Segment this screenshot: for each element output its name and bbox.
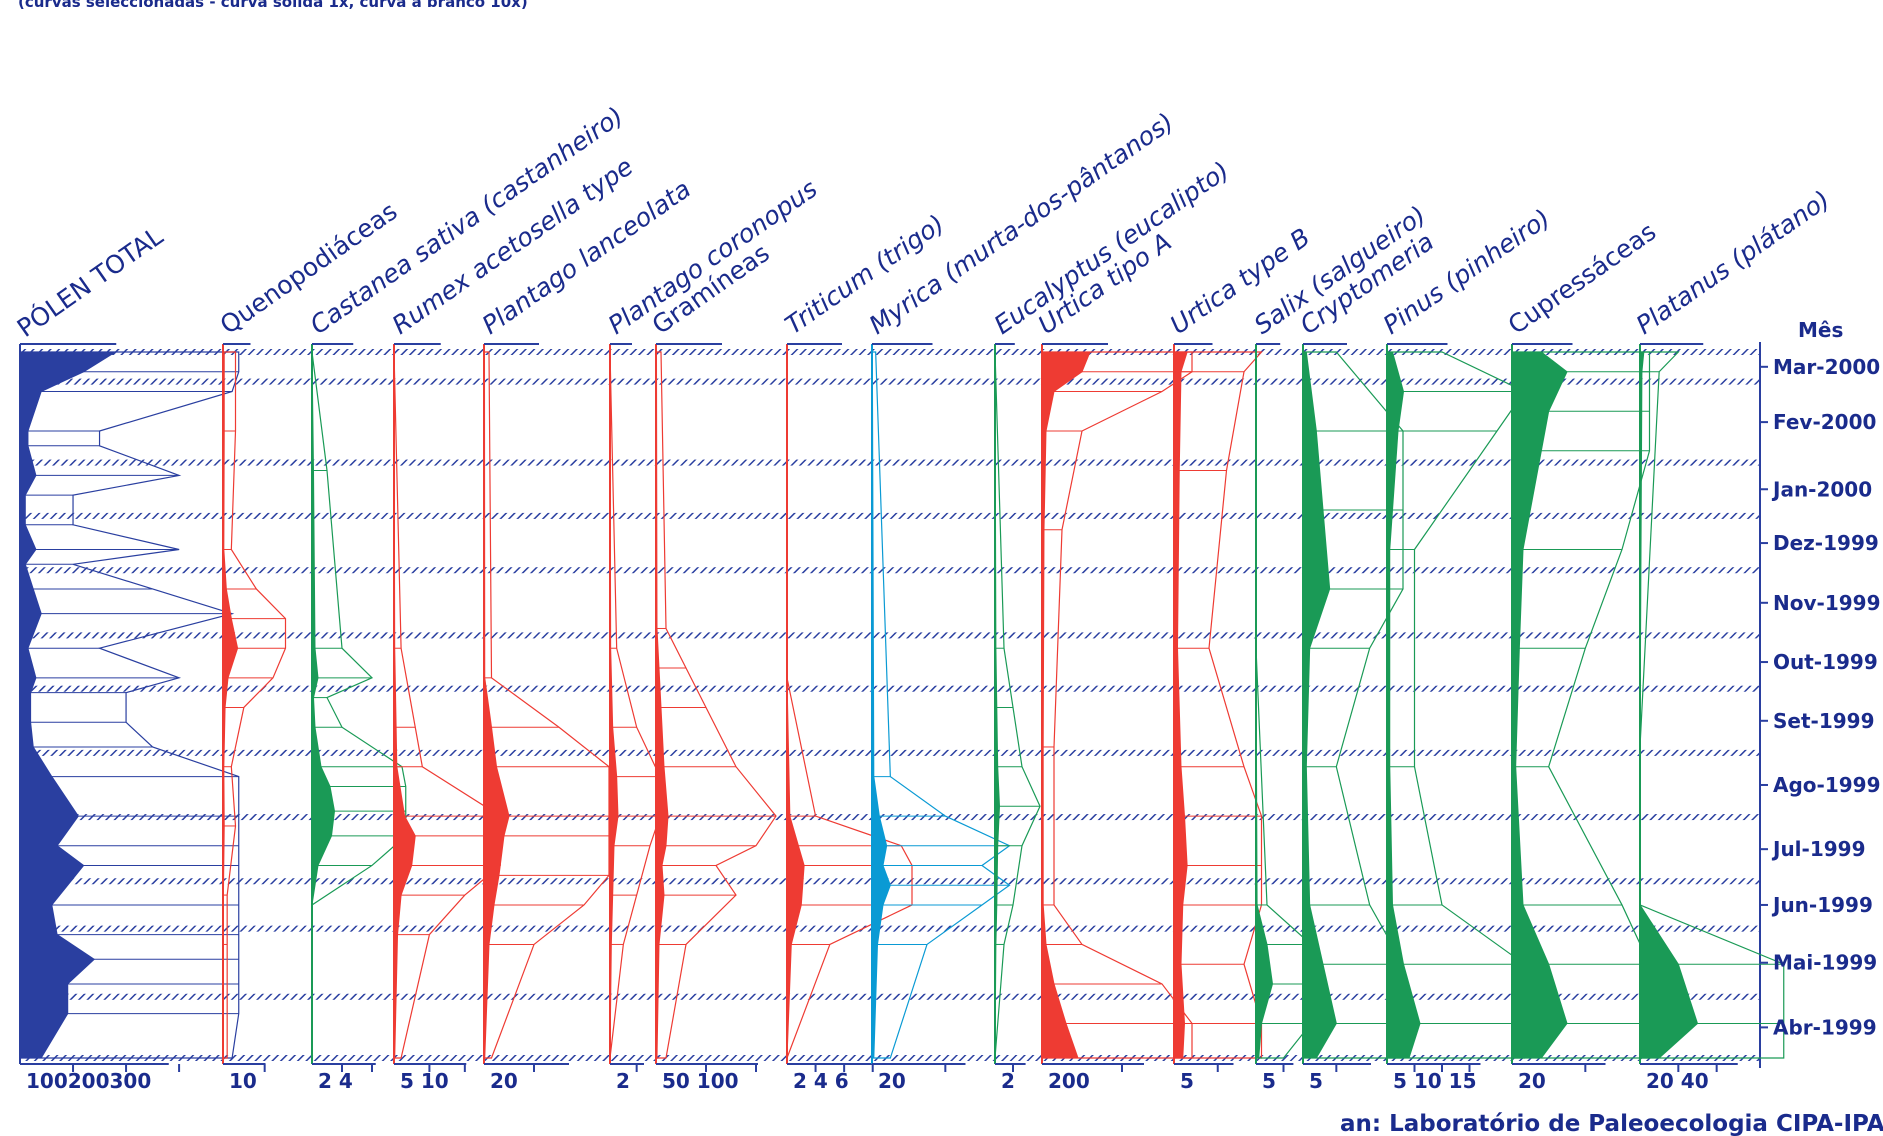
tick-label: 20 [490, 1069, 518, 1093]
taxon-panels: 100200300 10 2 4 5 10 20 2 50 100 2 4 6 20 2 200 5 5… [19, 343, 1785, 1093]
exaggeration-curve [311, 351, 407, 1058]
abundance-curve [1302, 351, 1337, 1059]
month-boundary-line [20, 567, 1760, 574]
tick-label: 20 40 [1646, 1069, 1709, 1093]
taxon-panel: 20 [1511, 343, 1651, 1093]
abundance-curve [311, 351, 336, 1058]
month-label: Dez-1999 [1773, 531, 1879, 555]
taxon-panel: 50 100 [655, 343, 777, 1093]
month-grid [20, 342, 1761, 1068]
abundance-curve [994, 351, 1001, 1059]
tick-label: 2 4 [318, 1069, 353, 1093]
taxon-panel: 20 [483, 343, 610, 1093]
abundance-curve [483, 351, 510, 1059]
month-label: Set-1999 [1773, 709, 1875, 733]
taxon-panel: 10 [222, 343, 287, 1093]
tick-label: 10 [229, 1069, 257, 1093]
month-label: Mar-2000 [1773, 355, 1880, 379]
month-boundary-line [20, 685, 1760, 692]
tick-label: 2 4 6 [793, 1069, 849, 1093]
month-boundary-line [20, 349, 1760, 355]
abundance-curve [393, 351, 416, 1059]
taxon-panel: 5 10 15 [1386, 343, 1526, 1093]
abundance-curve [1041, 351, 1091, 1059]
taxon-label: Urtica type B [1165, 223, 1315, 340]
tick-label: 50 100 [662, 1069, 739, 1093]
taxon-panel: 5 10 [393, 343, 501, 1093]
tick-label: 5 [1180, 1069, 1194, 1093]
taxon-panel: 2 4 [311, 343, 407, 1093]
exaggeration-curve [1042, 351, 1193, 1059]
month-label: Abr-1999 [1773, 1015, 1877, 1039]
taxon-panel: 2 [609, 343, 661, 1093]
month-label: Jan-2000 [1771, 477, 1872, 501]
exaggeration-curve [609, 351, 661, 1059]
exaggeration-curve [223, 351, 287, 1059]
tick-label: 5 10 15 [1393, 1069, 1477, 1093]
exaggeration-curve [786, 352, 913, 1059]
taxon-panel: 20 40 [1639, 343, 1785, 1093]
abundance-curve [1639, 351, 1699, 1059]
month-boundary-line [20, 459, 1760, 466]
tick-label: 2 [616, 1069, 630, 1093]
tick-label: 5 10 [400, 1069, 449, 1093]
exaggeration-curve [1387, 351, 1526, 1059]
abundance-curve [609, 351, 619, 1059]
taxon-panel: 5 [1255, 343, 1312, 1093]
month-label: Jul-1999 [1771, 837, 1866, 861]
credit-text: an: Laboratório de Paleoecologia CIPA-IP… [1340, 1111, 1883, 1136]
abundance-curve [19, 351, 118, 1059]
abundance-curve [786, 352, 805, 1059]
abundance-curve [1173, 351, 1188, 1059]
exaggeration-curve [872, 351, 1011, 1059]
taxon-panel: 5 [1173, 343, 1263, 1093]
abundance-curve [655, 351, 669, 1059]
tick-label: 20 [1518, 1069, 1546, 1093]
month-label: Fev-2000 [1773, 410, 1876, 434]
month-boundary-line [20, 632, 1760, 639]
taxon-panel: 100200300 [19, 343, 240, 1093]
tick-label: 5 [1262, 1069, 1276, 1093]
month-boundary-line [20, 925, 1760, 932]
month-label: Ago-1999 [1773, 773, 1881, 797]
abundance-curve [1511, 351, 1568, 1059]
tick-label: 100200300 [26, 1069, 151, 1093]
abundance-curve [1255, 352, 1274, 1059]
tick-label: 5 [1309, 1069, 1323, 1093]
exaggeration-curve [484, 351, 610, 1059]
month-axis: Mês Mar-2000 Fev-2000 Jan-2000 Dez-1999 Nov-… [1760, 318, 1881, 1039]
abundance-curve [1386, 351, 1421, 1059]
month-boundary-line [20, 993, 1760, 1000]
month-label: Out-1999 [1773, 650, 1878, 674]
abundance-curve [871, 351, 891, 1059]
month-label: Mai-1999 [1773, 951, 1877, 975]
month-boundary-line [20, 878, 1760, 885]
month-boundary-line [20, 378, 1760, 385]
month-boundary-line [20, 814, 1760, 821]
taxon-panel: 2 [994, 343, 1041, 1093]
taxon-label: Platanus (plátano) [1631, 185, 1835, 340]
taxon-panel: 20 [871, 343, 1011, 1093]
exaggeration-curve [1174, 351, 1263, 1059]
month-label: Jun-1999 [1771, 893, 1873, 917]
taxon-panel: 200 [1041, 343, 1193, 1093]
month-axis-title: Mês [1798, 318, 1843, 342]
month-label: Nov-1999 [1773, 591, 1880, 615]
tick-label: 2 [1001, 1069, 1015, 1093]
subtitle: (curvas seleccionadas - curva sólida 1x,… [18, 0, 528, 11]
exaggeration-curve [656, 351, 777, 1059]
abundance-curve [222, 351, 239, 1059]
tick-label: 200 [1048, 1069, 1090, 1093]
taxon-label: PÓLEN TOTAL [11, 221, 168, 343]
exaggeration-curve [20, 351, 240, 1059]
exaggeration-curve [994, 351, 1041, 1059]
month-boundary-line [20, 512, 1760, 519]
tick-label: 20 [878, 1069, 906, 1093]
taxon-panel: 2 4 6 [786, 343, 913, 1093]
